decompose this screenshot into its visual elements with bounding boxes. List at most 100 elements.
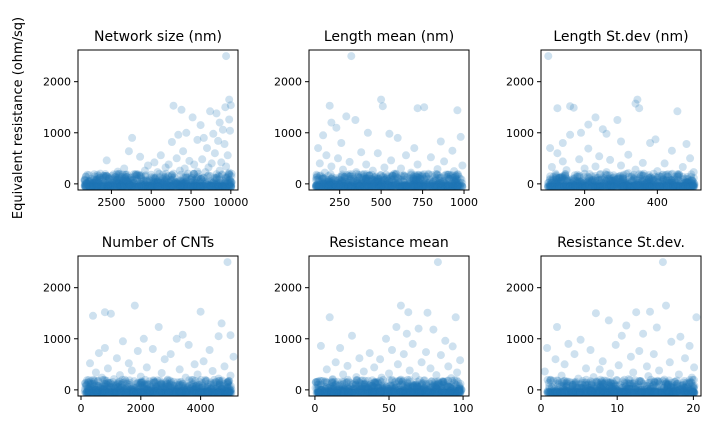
- scatter-point: [609, 182, 618, 190]
- scatter-point: [222, 388, 231, 396]
- scatter-point: [191, 182, 200, 190]
- scatter-point: [450, 182, 459, 190]
- scatter-point: [594, 182, 603, 190]
- scatter-point: [417, 182, 426, 190]
- scatter-point: [668, 181, 677, 190]
- scatter-point: [176, 177, 185, 186]
- scatter-point: [655, 182, 664, 190]
- scatter-point: [646, 182, 655, 190]
- scatter-point: [668, 177, 676, 186]
- scatter-point: [451, 173, 460, 181]
- scatter-point: [176, 180, 185, 189]
- scatter-point: [100, 182, 108, 190]
- scatter-point: [687, 175, 696, 184]
- scatter-point: [345, 388, 353, 396]
- scatter-point: [216, 179, 225, 188]
- scatter-point: [456, 356, 465, 365]
- scatter-point: [108, 178, 117, 187]
- scatter-point: [665, 177, 674, 186]
- scatter-point: [379, 387, 388, 396]
- scatter-point: [677, 178, 686, 187]
- scatter-point: [190, 176, 199, 185]
- scatter-point: [109, 175, 118, 184]
- scatter-point: [615, 182, 624, 190]
- scatter-point: [99, 384, 108, 393]
- scatter-point: [452, 171, 461, 180]
- scatter-point: [85, 388, 94, 396]
- scatter-point: [145, 388, 154, 396]
- scatter-point: [346, 182, 355, 190]
- scatter-point: [325, 388, 333, 396]
- scatter-point: [605, 174, 614, 183]
- scatter-point: [182, 128, 191, 137]
- scatter-point: [135, 177, 144, 186]
- scatter-point: [645, 182, 654, 190]
- scatter-point: [141, 171, 150, 180]
- scatter-point: [207, 159, 216, 168]
- scatter-point: [414, 182, 422, 190]
- scatter-point: [322, 182, 331, 190]
- scatter-point: [407, 383, 416, 392]
- scatter-point: [347, 182, 356, 190]
- scatter-point: [177, 377, 186, 386]
- scatter-point: [400, 388, 409, 396]
- scatter-point: [589, 181, 598, 190]
- scatter-point: [552, 182, 561, 190]
- scatter-point: [214, 332, 223, 341]
- scatter-point: [134, 182, 143, 190]
- scatter-point: [217, 384, 226, 393]
- scatter-point: [684, 179, 693, 188]
- y-tick-label: 0: [527, 178, 534, 191]
- scatter-point: [128, 385, 136, 394]
- scatter-point: [577, 182, 586, 190]
- scatter-point: [226, 179, 235, 188]
- scatter-point: [91, 182, 100, 190]
- scatter-point: [617, 137, 625, 146]
- scatter-point: [445, 170, 453, 179]
- scatter-point: [425, 182, 434, 190]
- scatter-point: [433, 385, 442, 394]
- scatter-point: [122, 385, 131, 394]
- scatter-point: [116, 388, 125, 396]
- scatter-point: [164, 388, 173, 396]
- scatter-point: [602, 171, 611, 180]
- scatter-point: [196, 387, 205, 396]
- scatter-point: [447, 388, 456, 396]
- scatter-point: [412, 181, 421, 189]
- scatter-point: [672, 182, 681, 190]
- scatter-point: [143, 181, 152, 190]
- scatter-point: [381, 182, 390, 190]
- scatter-point: [323, 388, 332, 396]
- scatter-point: [352, 182, 361, 190]
- scatter-point: [440, 388, 449, 396]
- scatter-point: [153, 182, 162, 190]
- scatter-point: [322, 180, 331, 189]
- scatter-point: [134, 388, 143, 396]
- scatter-point: [631, 182, 640, 190]
- scatter-point: [340, 387, 349, 396]
- scatter-point: [448, 146, 457, 155]
- scatter-point: [160, 181, 169, 190]
- scatter-point: [179, 182, 188, 190]
- scatter-point: [196, 307, 205, 316]
- scatter-point: [430, 388, 439, 396]
- scatter-point: [602, 182, 611, 190]
- scatter-point: [400, 182, 409, 190]
- scatter-point: [317, 386, 326, 395]
- scatter-point: [645, 182, 653, 190]
- scatter-point: [203, 388, 212, 396]
- scatter-point: [327, 386, 336, 395]
- scatter-point: [342, 112, 351, 121]
- scatter-point: [105, 387, 113, 396]
- scatter-point: [593, 182, 602, 190]
- scatter-point: [553, 180, 561, 189]
- scatter-point: [433, 388, 442, 396]
- scatter-point: [570, 182, 579, 190]
- scatter-point: [385, 388, 394, 396]
- scatter-point: [152, 383, 161, 391]
- scatter-point: [450, 181, 459, 190]
- scatter-point: [323, 388, 332, 396]
- scatter-point: [391, 182, 400, 190]
- scatter-point: [369, 385, 377, 394]
